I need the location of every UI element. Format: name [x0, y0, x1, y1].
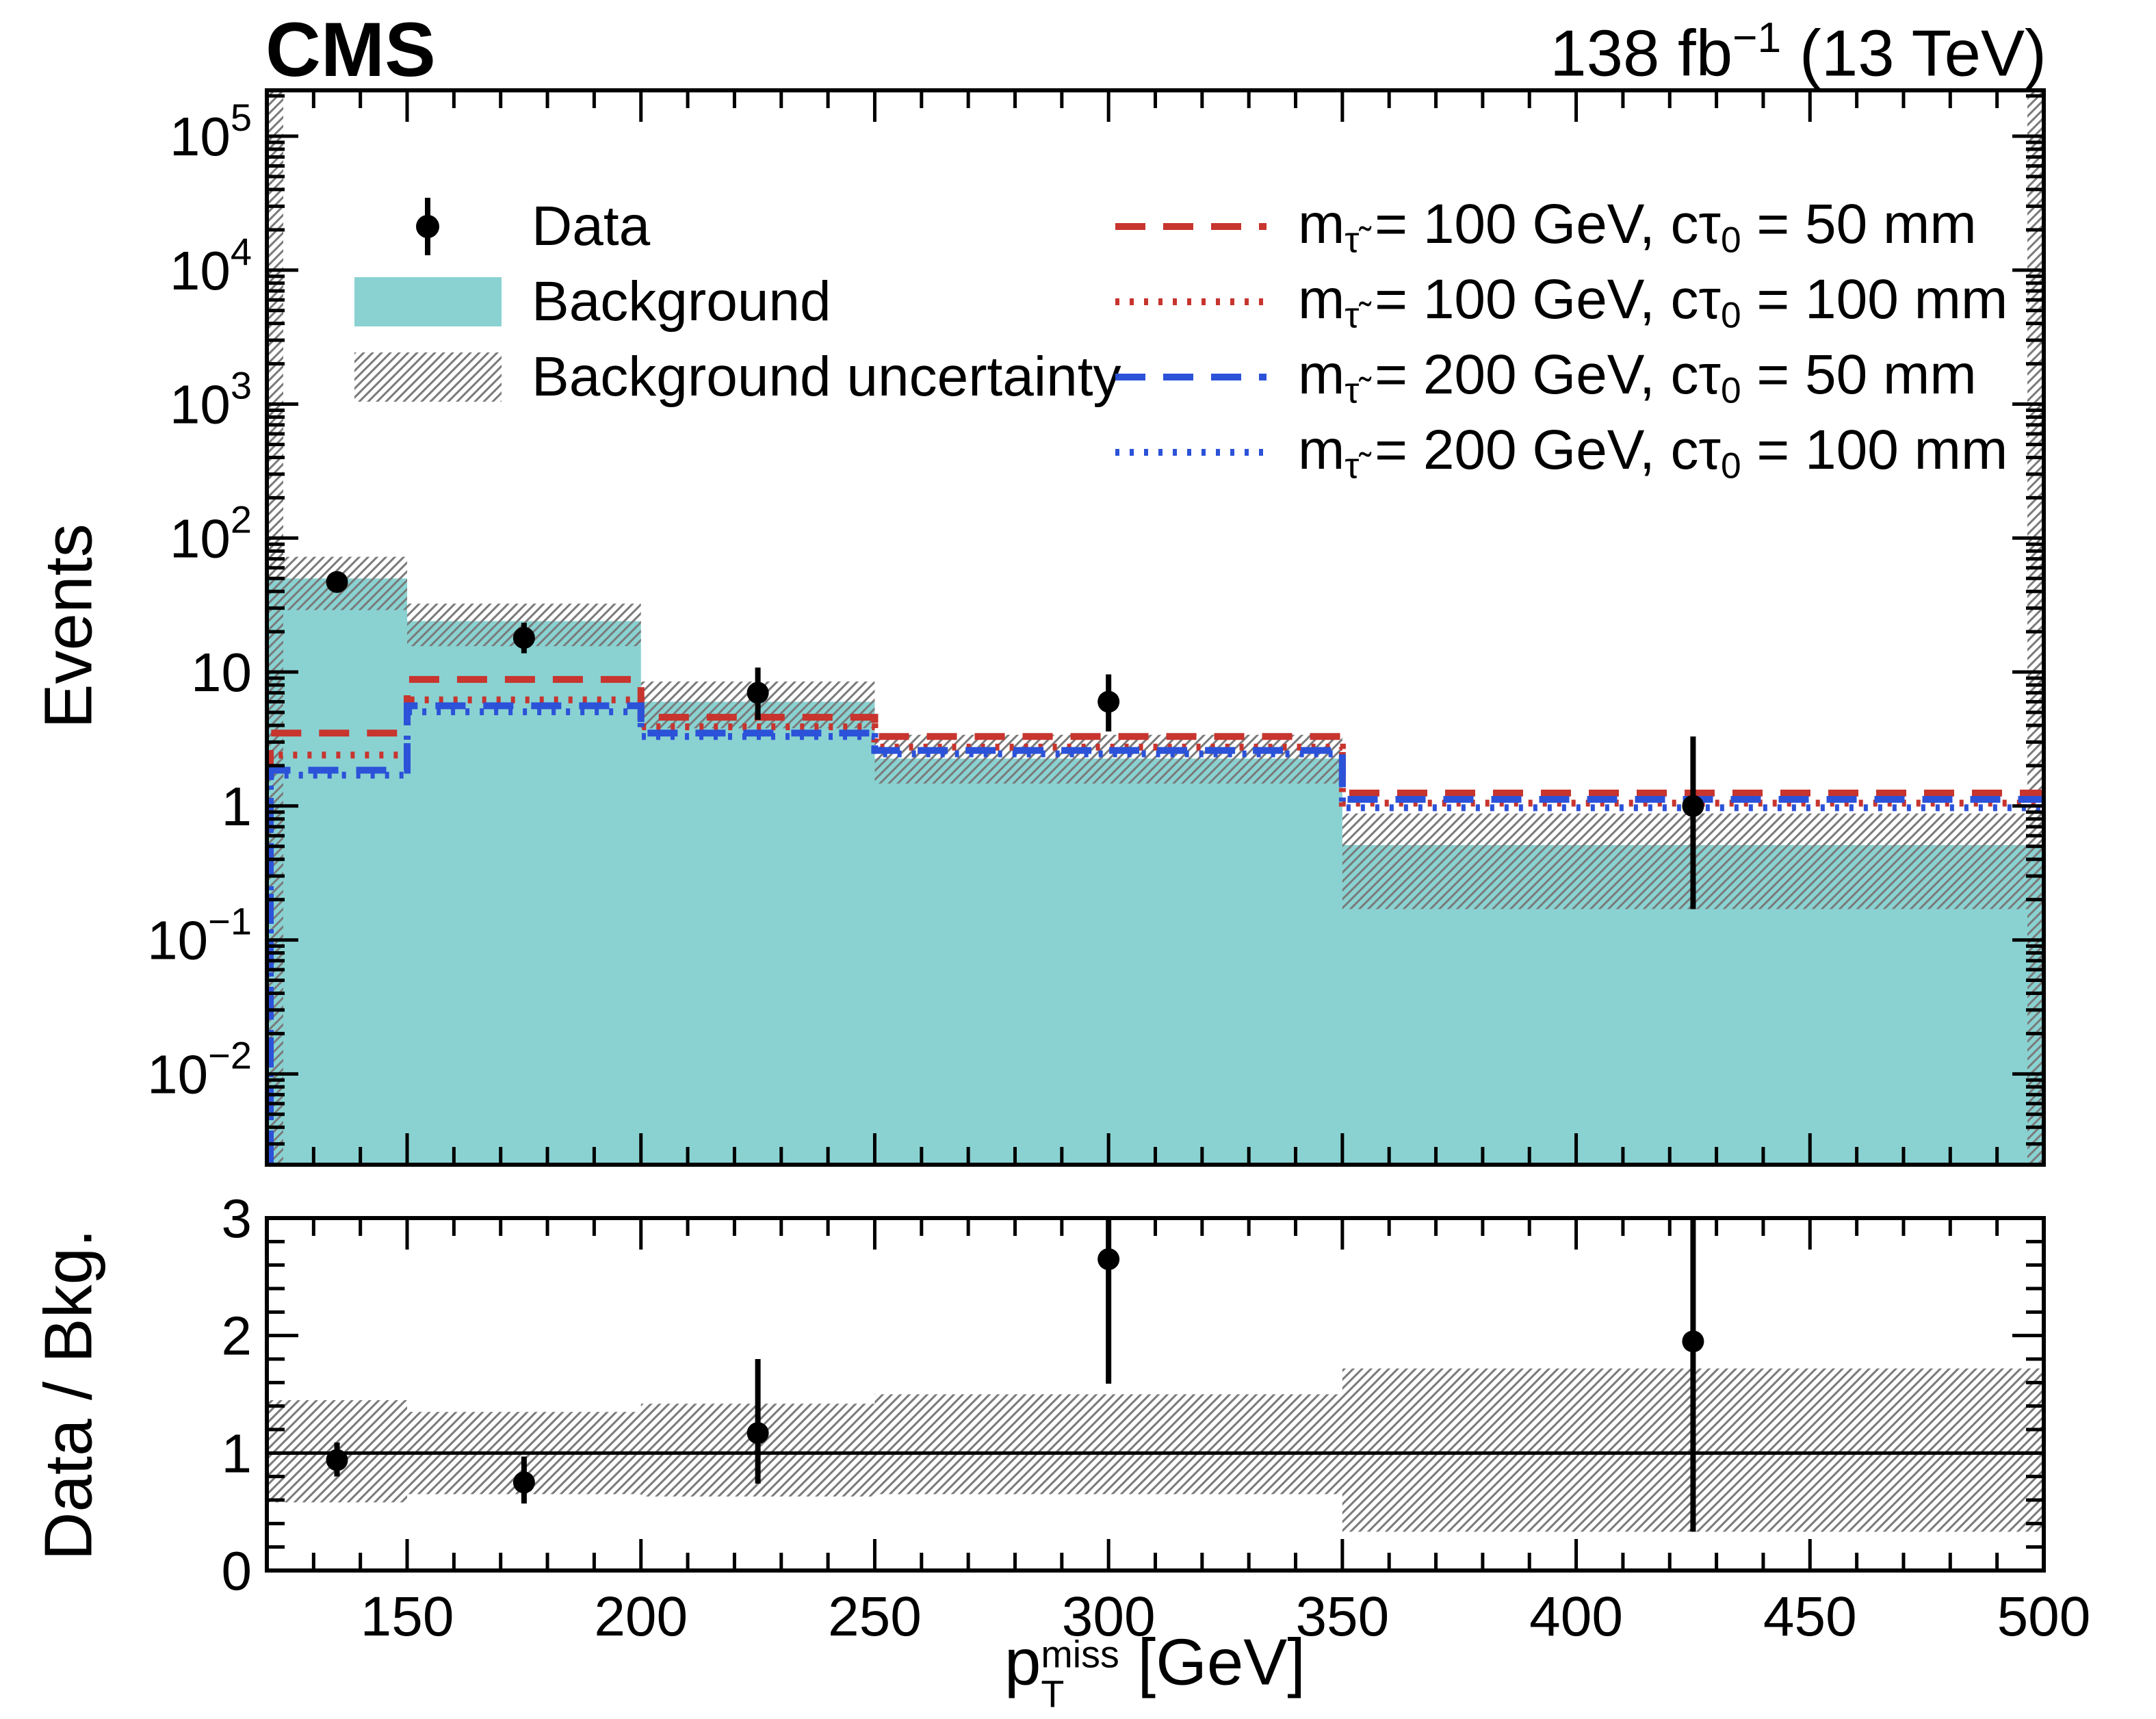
legend-right: mτ̃ = 100 GeV, cτ0 = 50 mm mτ̃ = 100 GeV… [1114, 189, 2008, 490]
legend-signal-label: mτ̃ = 100 GeV, cτ0 = 50 mm [1298, 192, 1977, 261]
background-swatch-icon [354, 277, 502, 326]
legend-item-background: Background [354, 264, 1121, 339]
svg-text:350: 350 [1295, 1586, 1389, 1648]
legend-uncertainty-label: Background uncertainty [532, 346, 1121, 408]
svg-text:150: 150 [361, 1586, 454, 1648]
data-points-ratio [326, 1218, 1704, 1532]
svg-text:300: 300 [1062, 1586, 1156, 1648]
legend-left: Data Background Background uncertainty [354, 189, 1121, 415]
svg-text:3: 3 [222, 1188, 252, 1249]
legend-signal-label: mτ̃ = 200 GeV, cτ0 = 50 mm [1298, 343, 1977, 411]
svg-text:10: 10 [191, 642, 252, 703]
ratio-uncertainty-band [267, 1368, 2044, 1532]
svg-text:400: 400 [1529, 1586, 1623, 1648]
data-points-main [326, 571, 1704, 909]
x-axis-title: p miss T [GeV] [1004, 1625, 1306, 1716]
legend-item-signal-0: mτ̃ = 100 GeV, cτ0 = 50 mm [1114, 189, 2008, 264]
legend-data-label: Data [532, 195, 651, 257]
axis-ticks [267, 90, 2046, 1573]
svg-text:200: 200 [594, 1586, 688, 1648]
signal-line-2 [267, 702, 2044, 1163]
signal-line-icon [1115, 223, 1267, 230]
legend-signal-label: mτ̃ = 200 GeV, cτ0 = 100 mm [1298, 418, 2008, 487]
signal-line-icon [1115, 374, 1267, 380]
signal-line-icon [1115, 298, 1267, 305]
svg-text:10−1: 10−1 [147, 900, 252, 971]
svg-text:1: 1 [222, 776, 252, 837]
legend-item-data: Data [354, 189, 1121, 264]
luminosity-label: 138 fb−1 (13 TeV) [1550, 14, 2047, 90]
svg-text:2: 2 [222, 1306, 252, 1367]
main-y-axis-title: Events [30, 524, 106, 729]
x-tick-labels: 150 200 250 300 350 400 450 500 [361, 1586, 2091, 1648]
svg-text:103: 103 [170, 364, 252, 435]
svg-text:0: 0 [222, 1540, 252, 1601]
svg-text:500: 500 [1997, 1586, 2091, 1648]
legend-item-signal-1: mτ̃ = 100 GeV, cτ0 = 100 mm [1114, 264, 2008, 339]
ratio-y-axis-title: Data / Bkg. [30, 1228, 106, 1561]
legend-item-signal-3: mτ̃ = 200 GeV, cτ0 = 100 mm [1114, 415, 2008, 490]
experiment-label: CMS [265, 7, 436, 92]
ratio-y-tick-labels: 0 1 2 3 [222, 1188, 252, 1601]
svg-text:105: 105 [170, 96, 252, 167]
uncertainty-swatch-icon [354, 352, 502, 402]
signal-line-icon [1115, 449, 1267, 456]
svg-text:450: 450 [1763, 1586, 1857, 1648]
svg-text:1: 1 [222, 1423, 252, 1484]
legend-item-uncertainty: Background uncertainty [354, 339, 1121, 415]
legend-background-label: Background [532, 270, 831, 333]
svg-text:104: 104 [170, 230, 252, 301]
legend-item-signal-2: mτ̃ = 200 GeV, cτ0 = 50 mm [1114, 339, 2008, 415]
legend-signal-label: mτ̃ = 100 GeV, cτ0 = 100 mm [1298, 268, 2008, 336]
data-marker-icon [416, 198, 439, 255]
svg-text:10−2: 10−2 [147, 1033, 252, 1104]
svg-text:250: 250 [828, 1586, 922, 1648]
svg-text:102: 102 [170, 497, 252, 569]
signal-line-3 [267, 708, 2044, 1163]
